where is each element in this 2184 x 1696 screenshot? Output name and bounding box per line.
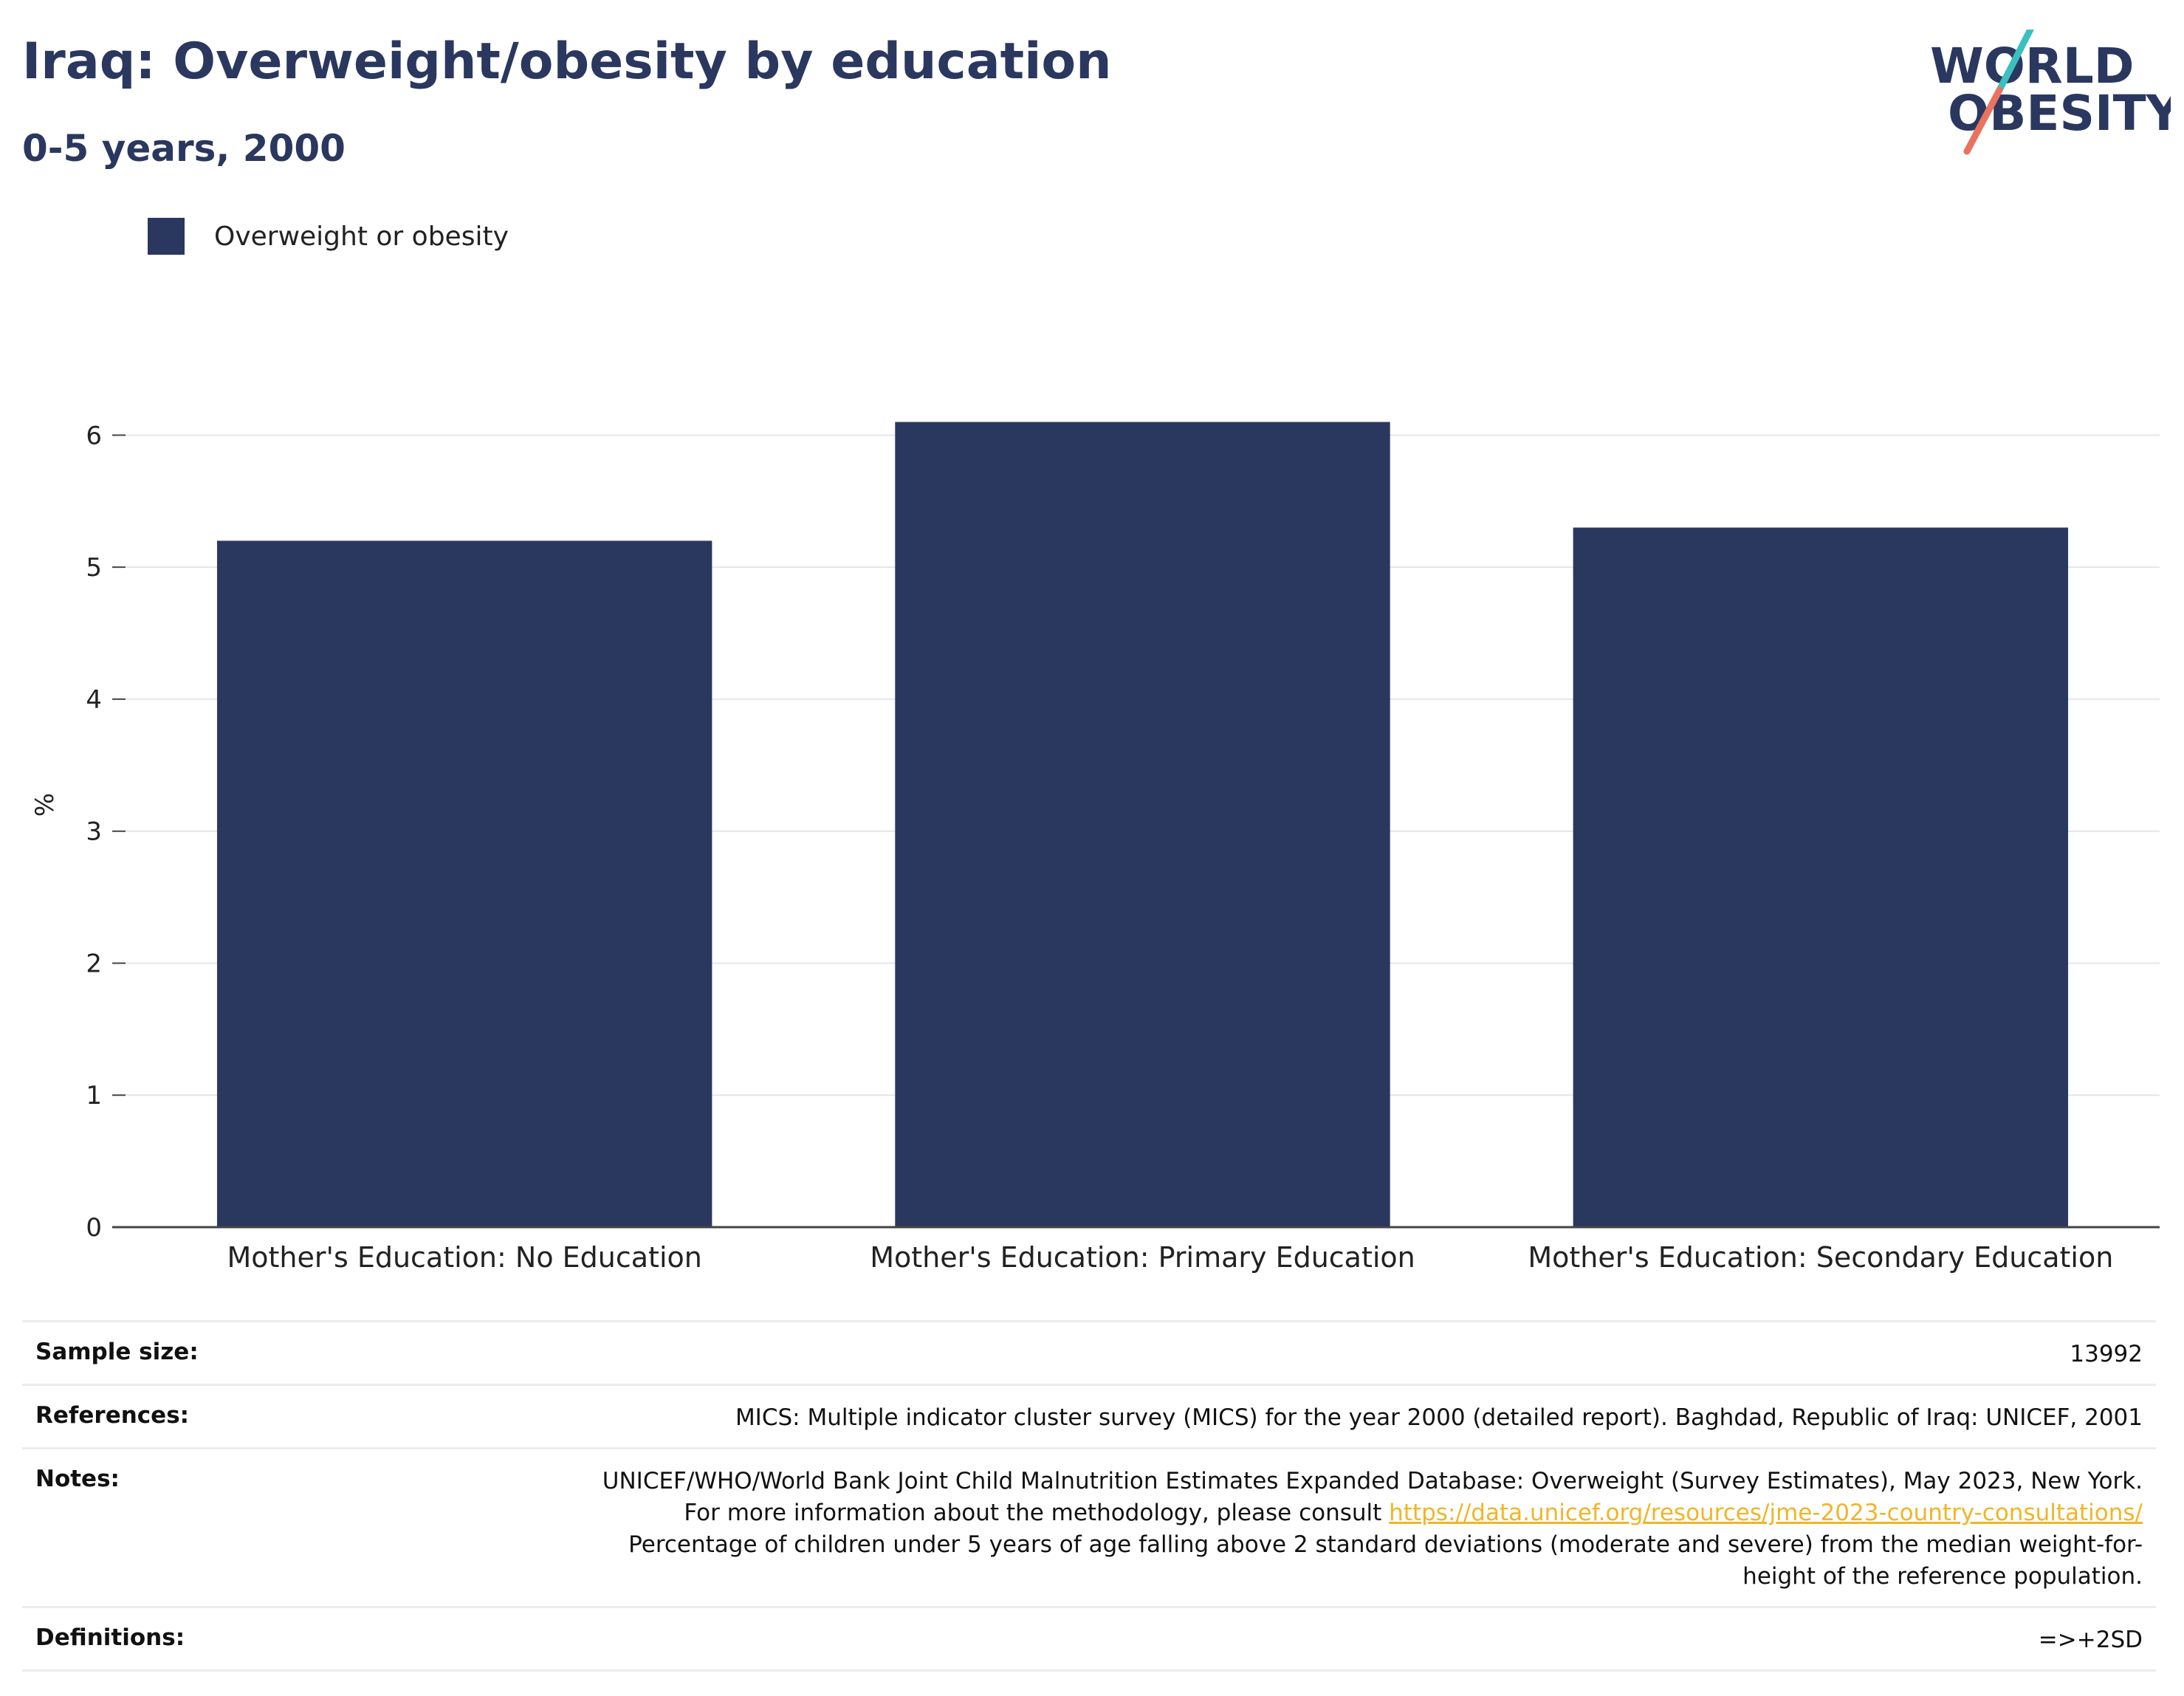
bar-chart: 0 1 2 3 4 5 6 % Mother's Education: No Educati… [30,421,2160,1274]
x-tick-label: Mother's Education: Secondary Education [1528,1241,2113,1274]
bar [895,422,1390,1227]
notes-text-2: Percentage of children under 5 years of … [628,1531,2143,1590]
y-tick-label: 5 [86,553,102,583]
y-tick-label: 4 [86,685,102,715]
bar [1573,527,2069,1227]
info-table: Sample size: 13992 References: MICS: Mul… [22,1320,2156,1672]
sample-size-value: 13992 [2070,1341,2143,1367]
notes-link[interactable]: https://data.unicef.org/resources/jme-20… [1389,1500,2143,1526]
logo-slash-coral [1963,86,2003,155]
notes-text-1: UNICEF/WHO/World Bank Joint Child Malnut… [602,1468,2143,1526]
chart-subtitle: 0-5 years, 2000 [22,127,346,170]
info-row-definitions: Definitions: =>+2SD [22,1606,2156,1672]
y-tick-label: 0 [86,1213,102,1243]
y-tick-label: 6 [86,421,102,450]
legend[interactable]: Overweight or obesity [148,218,509,255]
bar [216,540,712,1227]
x-axis-labels: Mother's Education: No Education Mother's… [227,1241,2113,1274]
logo-word-world: WORLD [1930,38,2135,95]
legend-label: Overweight or obesity [214,221,509,252]
references-value: MICS: Multiple indicator cluster survey … [735,1404,2143,1431]
y-axis-ticks: 0 1 2 3 4 5 6 [86,421,126,1243]
y-tick-label: 3 [86,817,102,847]
sample-size-label: Sample size: [35,1339,199,1365]
info-row-sample-size: Sample size: 13992 [22,1320,2156,1384]
notes-value: UNICEF/WHO/World Bank Joint Child Malnut… [592,1466,2143,1593]
x-tick-label: Mother's Education: Primary Education [870,1241,1415,1274]
logo-slash-teal [1996,26,2034,94]
y-tick-label: 1 [86,1081,102,1110]
bars [216,422,2069,1227]
notes-label: Notes: [35,1466,120,1492]
chart-title: Iraq: Overweight/obesity by education [22,32,1112,91]
y-axis-label: % [30,793,60,817]
world-obesity-logo: WORLD OBESITY [1920,26,2183,162]
x-tick-label: Mother's Education: No Education [227,1241,701,1274]
references-label: References: [35,1402,190,1429]
definitions-label: Definitions: [35,1624,185,1651]
legend-swatch [148,218,185,255]
info-row-references: References: MICS: Multiple indicator clu… [22,1384,2156,1447]
logo-word-obesity: OBESITY [1948,85,2171,142]
definitions-value: =>+2SD [2038,1627,2143,1653]
y-tick-label: 2 [86,949,102,978]
info-row-notes: Notes: UNICEF/WHO/World Bank Joint Child… [22,1447,2156,1606]
